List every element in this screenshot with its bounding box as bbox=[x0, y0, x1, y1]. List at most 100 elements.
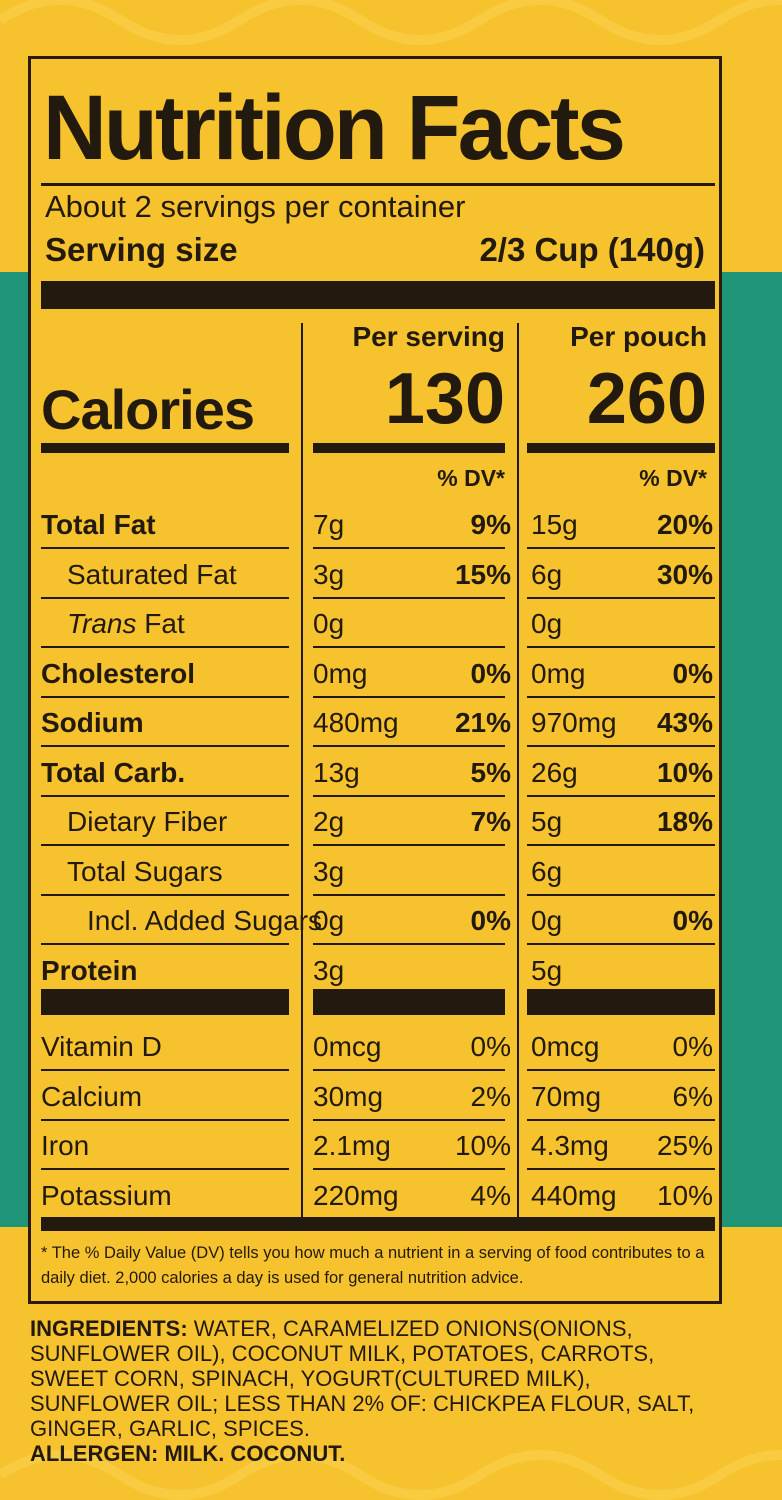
nutrient-name: Trans Fat bbox=[67, 608, 185, 640]
per-pouch-amount: 0g bbox=[531, 608, 563, 639]
per-pouch-dv: 10% bbox=[656, 1179, 713, 1211]
per-serving-amount: 3g bbox=[313, 954, 345, 986]
servings-per-container: About 2 servings per container bbox=[45, 189, 466, 224]
calories-per-pouch: 260 bbox=[586, 359, 707, 439]
row-separator bbox=[41, 893, 289, 896]
nutrient-name-rest: Fat bbox=[136, 608, 185, 639]
thick-rule-top bbox=[41, 281, 715, 309]
column-divider-1 bbox=[301, 323, 303, 1217]
vitamin-rule-mid bbox=[313, 989, 505, 1015]
per-serving-dv: 2% bbox=[470, 1080, 511, 1112]
row-separator bbox=[313, 646, 505, 648]
thick-rule-bottom bbox=[41, 1217, 715, 1231]
dv-heading-pouch: % DV* bbox=[639, 465, 707, 491]
vitamin-row: Calcium 30mg 2% 70mg 6% bbox=[31, 1071, 725, 1121]
row-separator bbox=[527, 547, 715, 549]
per-pouch-dv: 20% bbox=[656, 509, 713, 540]
nutrient-name: Incl. Added Sugars bbox=[87, 905, 323, 936]
row-separator bbox=[41, 844, 289, 846]
per-pouch-amount: 26g bbox=[531, 756, 578, 788]
row-separator bbox=[313, 745, 505, 747]
per-serving-dv: 21% bbox=[454, 707, 511, 738]
row-separator bbox=[313, 1168, 505, 1170]
ingredients-block: INGREDIENTS: WATER, CARAMELIZED ONIONS(O… bbox=[30, 1316, 720, 1466]
row-separator bbox=[313, 1118, 505, 1121]
nutrient-row: Dietary Fiber 2g 7% 5g 18% bbox=[31, 796, 725, 846]
row-separator bbox=[41, 1069, 289, 1071]
ingredients-text: WATER, CARAMELIZED ONIONS(ONIONS, SUNFLO… bbox=[30, 1316, 695, 1441]
per-pouch-dv: 0% bbox=[672, 905, 713, 936]
per-serving-dv: 0% bbox=[470, 657, 511, 689]
per-serving-amount: 220mg bbox=[313, 1179, 399, 1211]
nutrient-name: Protein bbox=[41, 954, 138, 986]
row-separator bbox=[313, 695, 505, 698]
nutrient-row: Cholesterol 0mg 0% 0mg 0% bbox=[31, 648, 725, 698]
per-pouch-dv: 6% bbox=[672, 1080, 713, 1112]
nutrient-row: Protein 3g 5g bbox=[31, 945, 725, 995]
row-separator bbox=[313, 893, 505, 896]
per-serving-dv: 4% bbox=[470, 1179, 511, 1211]
row-separator bbox=[527, 596, 715, 599]
row-separator bbox=[41, 547, 289, 549]
per-pouch-dv: 18% bbox=[656, 806, 713, 837]
row-separator bbox=[41, 794, 289, 797]
nutrient-name: Dietary Fiber bbox=[67, 806, 228, 837]
row-separator bbox=[313, 943, 505, 945]
per-serving-amount: 0g bbox=[313, 905, 345, 936]
calories-label: Calories bbox=[41, 378, 255, 441]
per-pouch-dv: 0% bbox=[672, 657, 713, 689]
per-serving-dv: 5% bbox=[470, 756, 511, 788]
nutrient-name: Cholesterol bbox=[41, 657, 196, 689]
row-separator bbox=[41, 646, 289, 648]
nutrient-name-italic: Trans bbox=[67, 608, 137, 639]
row-separator bbox=[313, 1069, 505, 1071]
row-separator bbox=[313, 844, 505, 846]
per-serving-dv: 7% bbox=[470, 806, 511, 837]
per-pouch-amount: 0mg bbox=[531, 657, 586, 689]
per-serving-amount: 2.1mg bbox=[313, 1130, 391, 1161]
per-serving-dv: 0% bbox=[470, 1031, 511, 1062]
per-serving-dv: 10% bbox=[454, 1130, 511, 1161]
calories-rule-left bbox=[41, 443, 289, 453]
label-title: Nutrition Facts bbox=[43, 77, 626, 179]
row-separator bbox=[527, 943, 715, 945]
nutrient-row: Saturated Fat 3g 15% 6g 30% bbox=[31, 549, 725, 599]
row-separator bbox=[527, 893, 715, 896]
per-serving-amount: 30mg bbox=[313, 1080, 384, 1112]
row-separator bbox=[41, 695, 289, 698]
per-pouch-amount: 15g bbox=[531, 509, 578, 540]
column-divider-2 bbox=[517, 323, 519, 1217]
row-separator bbox=[527, 1069, 715, 1071]
per-pouch-dv: 25% bbox=[656, 1130, 713, 1161]
serving-size-value: 2/3 Cup (140g) bbox=[479, 231, 705, 268]
nutrient-row: Sodium 480mg 21% 970mg 43% bbox=[31, 697, 725, 747]
per-pouch-dv: 10% bbox=[656, 756, 713, 788]
row-separator bbox=[313, 547, 505, 549]
calories-rule-mid bbox=[313, 443, 505, 453]
vitamin-name: Vitamin D bbox=[41, 1031, 162, 1062]
per-serving-dv: 9% bbox=[470, 509, 511, 540]
vitamin-name: Calcium bbox=[41, 1080, 143, 1112]
per-pouch-amount: 5g bbox=[531, 806, 563, 837]
row-separator bbox=[41, 745, 289, 747]
ingredients-label: INGREDIENTS: bbox=[30, 1316, 188, 1341]
nutrient-row: Total Sugars 3g 6g bbox=[31, 846, 725, 896]
nutrient-row: Total Carb. 13g 5% 26g 10% bbox=[31, 747, 725, 797]
per-pouch-dv: 30% bbox=[656, 558, 713, 590]
per-serving-amount: 3g bbox=[313, 558, 345, 590]
nutrient-name: Total Sugars bbox=[67, 855, 223, 887]
per-pouch-amount: 440mg bbox=[531, 1179, 617, 1211]
per-serving-dv: 0% bbox=[470, 905, 511, 936]
per-pouch-amount: 0g bbox=[531, 905, 563, 936]
footnote: * The % Daily Value (DV) tells you how m… bbox=[41, 1244, 705, 1287]
per-serving-amount: 2g bbox=[313, 806, 345, 837]
per-serving-amount: 7g bbox=[313, 509, 345, 540]
per-serving-amount: 0g bbox=[313, 608, 345, 639]
nutrient-name: Total Fat bbox=[41, 509, 156, 540]
per-pouch-dv: 0% bbox=[672, 1031, 713, 1062]
row-separator bbox=[527, 695, 715, 698]
row-separator bbox=[313, 794, 505, 797]
nutrition-facts-panel: Nutrition Facts About 2 servings per con… bbox=[28, 56, 722, 1304]
per-serving-amount: 13g bbox=[313, 756, 360, 788]
per-pouch-amount: 0mcg bbox=[531, 1031, 600, 1062]
